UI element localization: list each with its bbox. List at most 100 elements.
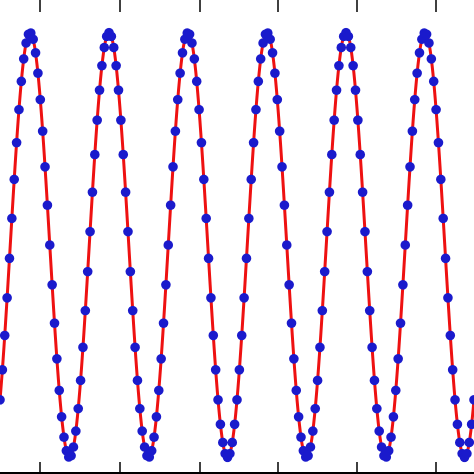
data-point xyxy=(120,187,131,197)
data-point xyxy=(317,305,328,316)
data-point xyxy=(308,426,318,436)
data-point xyxy=(215,419,226,430)
data-point xyxy=(374,426,385,436)
data-point xyxy=(225,448,235,459)
data-point xyxy=(464,437,474,448)
data-point xyxy=(106,31,117,42)
data-point xyxy=(409,94,420,105)
data-point xyxy=(191,76,202,87)
data-point xyxy=(97,60,107,71)
data-point xyxy=(177,48,188,58)
data-point xyxy=(49,318,60,328)
data-point xyxy=(54,385,65,396)
data-point xyxy=(357,187,368,197)
data-point xyxy=(189,54,200,64)
data-point xyxy=(35,94,46,105)
data-point xyxy=(47,280,57,290)
data-point xyxy=(206,293,216,303)
data-point xyxy=(165,200,176,210)
data-point xyxy=(450,395,460,405)
data-point xyxy=(395,318,406,328)
data-point xyxy=(348,60,358,71)
data-point xyxy=(99,42,110,53)
data-point xyxy=(400,240,411,250)
data-point xyxy=(334,60,344,71)
data-point xyxy=(433,137,444,148)
data-point xyxy=(251,104,261,115)
data-point xyxy=(208,330,219,341)
data-point xyxy=(367,342,377,353)
data-point xyxy=(369,375,380,386)
data-point xyxy=(68,442,79,452)
data-point xyxy=(376,442,387,452)
data-point xyxy=(322,226,332,237)
data-point xyxy=(421,29,432,40)
data-point xyxy=(156,354,166,364)
data-point xyxy=(336,42,347,53)
data-point xyxy=(315,342,325,353)
data-point xyxy=(424,38,434,48)
data-point xyxy=(135,403,145,414)
data-point xyxy=(113,85,124,95)
data-point xyxy=(137,426,147,436)
data-point xyxy=(0,330,10,341)
data-point xyxy=(284,280,294,290)
data-point xyxy=(123,226,133,237)
data-point xyxy=(118,149,129,160)
data-point xyxy=(85,226,95,237)
data-point xyxy=(270,68,280,78)
data-point xyxy=(343,31,354,42)
data-point xyxy=(232,395,242,405)
data-point xyxy=(33,68,43,78)
data-point xyxy=(210,365,221,375)
data-point xyxy=(402,200,413,210)
data-point xyxy=(80,305,91,316)
data-point xyxy=(87,187,98,197)
data-point xyxy=(163,240,174,250)
data-point xyxy=(426,54,437,64)
data-point xyxy=(248,137,259,148)
data-point xyxy=(132,375,143,386)
data-point xyxy=(265,34,275,45)
data-point xyxy=(289,354,299,364)
data-point xyxy=(75,375,86,386)
data-point xyxy=(203,253,214,264)
data-point xyxy=(355,149,366,160)
data-point xyxy=(452,419,463,430)
data-point xyxy=(217,437,228,448)
data-point xyxy=(390,385,401,396)
marker-series xyxy=(0,27,474,463)
data-point xyxy=(90,149,100,160)
data-point xyxy=(82,266,93,277)
data-point xyxy=(431,104,441,115)
data-point xyxy=(303,450,313,461)
data-point xyxy=(469,395,474,405)
data-point xyxy=(281,240,292,250)
data-point xyxy=(73,403,84,414)
data-point xyxy=(213,395,223,405)
data-point xyxy=(158,318,169,328)
data-point xyxy=(139,442,150,452)
data-point xyxy=(146,445,157,456)
data-point xyxy=(244,213,254,224)
data-point xyxy=(0,395,5,405)
tick-marks xyxy=(39,0,437,474)
data-point xyxy=(42,200,53,210)
data-point xyxy=(194,104,204,115)
data-point xyxy=(274,126,285,136)
data-point xyxy=(362,266,373,277)
data-point xyxy=(21,38,31,48)
data-point xyxy=(151,412,162,422)
data-point xyxy=(438,213,448,224)
data-point xyxy=(350,85,361,95)
data-point xyxy=(11,137,22,148)
data-point xyxy=(196,137,207,148)
data-point xyxy=(272,94,283,105)
data-point xyxy=(305,442,316,452)
data-point xyxy=(466,419,474,430)
data-point xyxy=(293,412,304,422)
data-point xyxy=(414,48,425,58)
data-point xyxy=(201,213,211,224)
data-point xyxy=(14,104,24,115)
